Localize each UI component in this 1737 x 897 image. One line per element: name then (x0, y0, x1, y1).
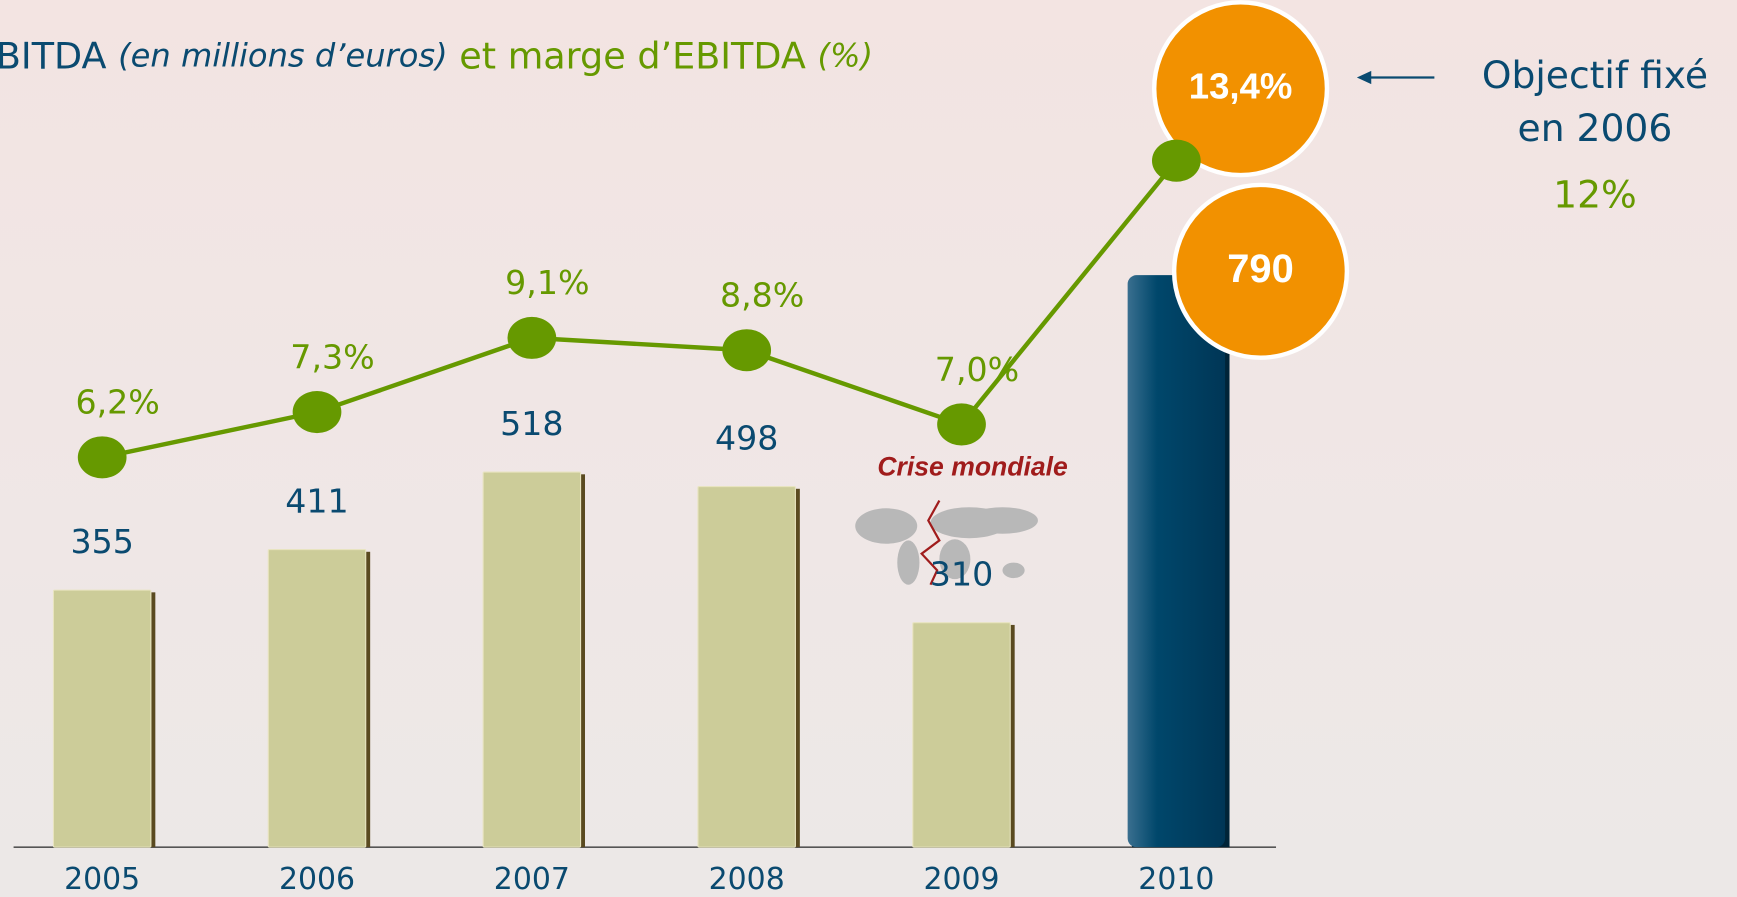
x-tick-label: 2010 (1138, 862, 1214, 897)
arrow-head (1356, 70, 1372, 85)
value-label: 6,2% (75, 383, 159, 422)
value-label: 355 (70, 522, 133, 561)
value-label: 790 (1227, 247, 1294, 291)
bar (1127, 275, 1226, 848)
line-point (1151, 139, 1201, 182)
highlight-circle (1151, 0, 1330, 178)
value-label: 7,0% (935, 350, 1019, 389)
value-label: 498 (715, 419, 778, 458)
crisis-map (855, 500, 1038, 586)
target-label: 12% (1553, 173, 1637, 217)
bar (697, 486, 796, 848)
value-label: 9,1% (505, 263, 589, 302)
x-tick-label: 2009 (923, 862, 999, 897)
line-point (77, 436, 127, 479)
line (101, 159, 1179, 460)
bar (267, 549, 367, 848)
value-label: 518 (500, 404, 563, 443)
x-tick-label: 2007 (494, 862, 570, 897)
value-label: 310 (930, 555, 993, 594)
x-tick-label: 2006 (279, 862, 355, 897)
bar (912, 622, 1011, 848)
value-label: 13,4% (1189, 65, 1293, 106)
line-point (937, 403, 986, 446)
x-tick-label: 2008 (709, 862, 785, 897)
x-tick-label: 2005 (64, 862, 140, 897)
bar (52, 589, 152, 848)
line-point (292, 391, 342, 434)
target-text: en 2006 (1518, 106, 1673, 150)
line-point (722, 329, 772, 372)
bar (482, 471, 582, 848)
chart-title: BITDA (en millions d’euros) et marge d’E… (0, 34, 873, 77)
annotation: Crise mondiale (877, 451, 1068, 481)
value-label: 7,3% (290, 337, 374, 376)
target-text: Objectif fixé (1482, 53, 1708, 97)
value-label: 8,8% (720, 276, 804, 315)
highlight-circle (1171, 182, 1350, 360)
value-label: 411 (285, 482, 348, 521)
line-point (507, 316, 557, 359)
